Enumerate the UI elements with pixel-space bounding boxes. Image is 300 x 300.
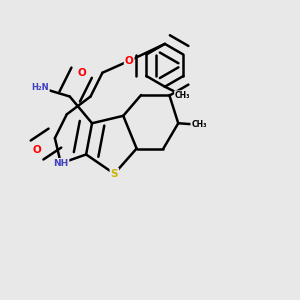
Text: H₂N: H₂N [31, 83, 49, 92]
Text: NH: NH [53, 159, 68, 168]
Text: S: S [111, 169, 118, 179]
Text: CH₃: CH₃ [175, 91, 190, 100]
Text: O: O [125, 56, 134, 66]
Text: O: O [33, 145, 41, 155]
Text: O: O [77, 68, 86, 78]
Text: CH₃: CH₃ [191, 120, 207, 129]
